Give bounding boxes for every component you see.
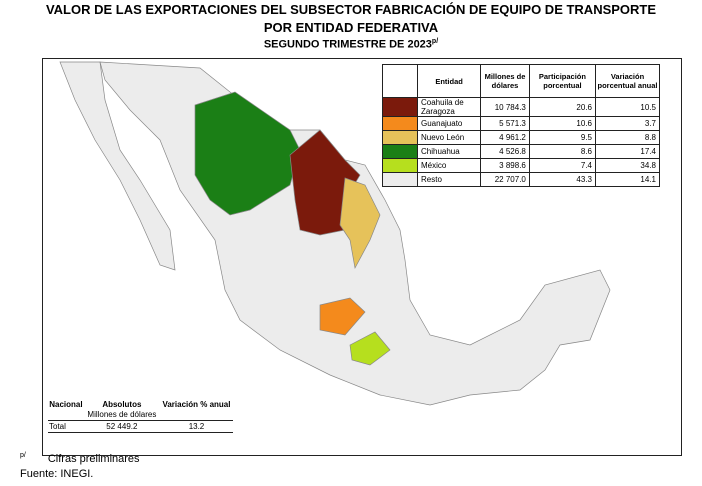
table-cell: Coahuila de Zaragoza xyxy=(416,97,482,117)
table-cell: 10.5 xyxy=(595,97,660,117)
source: Fuente: INEGI. xyxy=(20,468,94,480)
color-swatch xyxy=(382,158,418,173)
header-row: Entidad Millones de dólares Participación … xyxy=(382,64,660,98)
table-cell: 17.4 xyxy=(595,144,660,159)
national-table: Nacional Absolutos Variación % anual Millon… xyxy=(48,400,233,433)
subtitle: SEGUNDO TRIMESTRE DE 2023p/ xyxy=(0,38,702,51)
cell xyxy=(159,409,233,421)
table-cell: Nuevo León xyxy=(416,130,482,145)
header-cell: Millones de dólares xyxy=(480,64,530,98)
header-cell: Nacional xyxy=(49,400,83,409)
table-cell: 4 961.2 xyxy=(480,130,530,145)
header-cell: Entidad xyxy=(416,64,482,98)
header-cell: Absolutos xyxy=(102,400,142,409)
table-cell: 34.8 xyxy=(595,158,660,173)
table-cell: 22 707.0 xyxy=(480,172,530,187)
table-cell: 5 571.3 xyxy=(480,116,530,131)
cell: 13.2 xyxy=(159,420,233,433)
table-cell: 8.6 xyxy=(528,144,597,159)
state-mexico xyxy=(349,331,391,366)
table-cell: 4 526.8 xyxy=(480,144,530,159)
table-cell: 10.6 xyxy=(528,116,597,131)
cell: 52 449.2 xyxy=(83,420,160,433)
table-cell: Guanajuato xyxy=(416,116,482,131)
table-cell: Chihuahua xyxy=(416,144,482,159)
color-swatch xyxy=(382,144,418,159)
color-swatch xyxy=(382,97,418,117)
total-row: Total 52 449.2 13.2 xyxy=(48,420,233,433)
header-cell: Variación % anual xyxy=(162,400,231,409)
subtitle-text: SEGUNDO TRIMESTRE DE 2023 xyxy=(263,38,432,51)
table-cell: 7.4 xyxy=(528,158,597,173)
state-chihuahua xyxy=(194,91,301,216)
state-guanajuato xyxy=(319,297,366,336)
footnote-text: Cifras preliminares xyxy=(47,452,140,465)
header-cell: Participación porcentual xyxy=(528,64,597,98)
table-cell: México xyxy=(416,158,482,173)
table-cell: 43.3 xyxy=(528,172,597,187)
title: VALOR DE LAS EXPORTACIONES DEL SUBSECTOR… xyxy=(45,2,657,17)
table-cell: 10 784.3 xyxy=(480,97,530,117)
color-swatch xyxy=(382,130,418,145)
table-row: México 3 898.6 7.4 34.8 xyxy=(382,158,660,173)
table-row: Resto 22 707.0 43.3 14.1 xyxy=(382,172,660,187)
table-cell: 14.1 xyxy=(595,172,660,187)
table-cell: 9.5 xyxy=(528,130,597,145)
table-row: Guanajuato 5 571.3 10.6 3.7 xyxy=(382,116,660,131)
state-nuevo-leon xyxy=(339,177,381,270)
subtitle-mark: p/ xyxy=(431,38,439,45)
footnote-mark: p/ xyxy=(20,452,26,459)
header-row: Nacional Absolutos Variación % anual xyxy=(48,400,233,409)
table-row: Coahuila de Zaragoza 10 784.3 20.6 10.5 xyxy=(382,97,660,117)
header-cell xyxy=(382,64,418,98)
table-row: Chihuahua 4 526.8 8.6 17.4 xyxy=(382,144,660,159)
cell xyxy=(48,409,84,421)
table-cell: Resto xyxy=(416,172,482,187)
country xyxy=(59,61,176,271)
data-table: Entidad Millones de dólares Participación … xyxy=(382,64,660,187)
table-cell: 20.6 xyxy=(528,97,597,117)
table-cell: 8.8 xyxy=(595,130,660,145)
header-cell: Variación porcentual anual xyxy=(595,64,660,98)
table-cell: 3.7 xyxy=(595,116,660,131)
map-frame xyxy=(42,58,682,456)
title: POR ENTIDAD FEDERATIVA xyxy=(263,20,439,35)
cell: Total xyxy=(48,420,84,433)
color-swatch xyxy=(382,172,418,187)
table-row: Nuevo León 4 961.2 9.5 8.8 xyxy=(382,130,660,145)
footnote: p/Cifras preliminares xyxy=(20,452,140,465)
subheader-row: Millones de dólares xyxy=(48,409,233,421)
table-cell: 3 898.6 xyxy=(480,158,530,173)
subheader: Millones de dólares xyxy=(83,409,160,421)
color-swatch xyxy=(382,116,418,131)
